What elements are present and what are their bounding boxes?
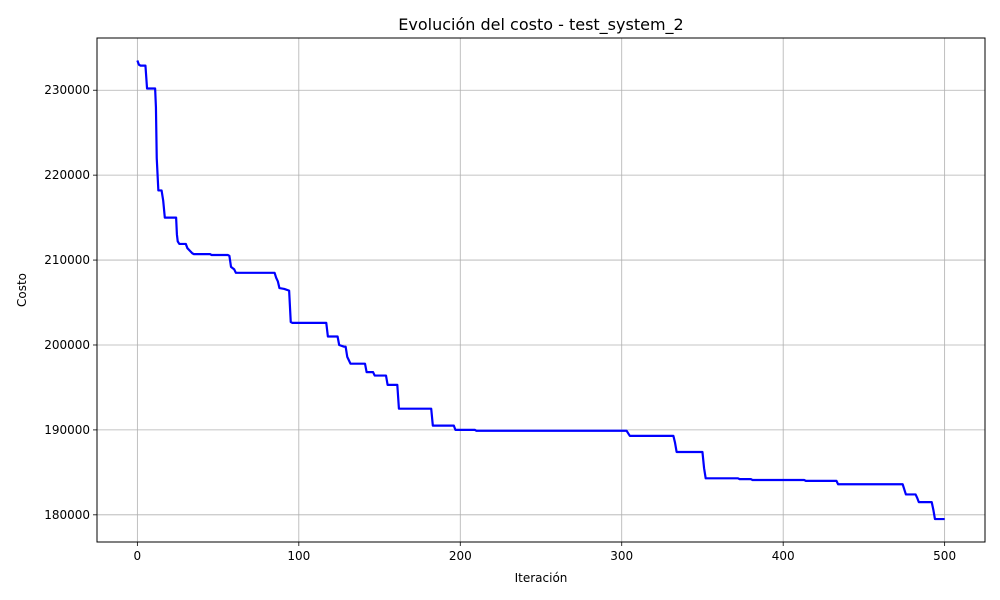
y-tick-label: 210000 [44, 253, 90, 267]
plot-frame [96, 37, 986, 543]
grid-lines [97, 38, 985, 542]
x-tick-label: 400 [772, 549, 795, 563]
cost-series-line [136, 60, 945, 521]
x-tick-label: 500 [933, 549, 956, 563]
x-axis: 0 100 200 300 400 500 [134, 542, 956, 563]
x-tick-label: 200 [449, 549, 472, 563]
y-axis: 180000 190000 200000 210000 220000 230000 [44, 83, 97, 522]
y-tick-label: 180000 [44, 508, 90, 522]
y-tick-label: 220000 [44, 168, 90, 182]
y-tick-label: 190000 [44, 423, 90, 437]
y-tick-label: 230000 [44, 83, 90, 97]
series-layer [136, 60, 945, 521]
y-tick-label: 200000 [44, 338, 90, 352]
x-tick-label: 300 [610, 549, 633, 563]
chart-title: Evolución del costo - test_system_2 [398, 15, 683, 35]
y-axis-label: Costo [15, 273, 29, 307]
x-tick-label: 100 [287, 549, 310, 563]
x-axis-label: Iteración [515, 571, 568, 585]
x-tick-label: 0 [134, 549, 142, 563]
